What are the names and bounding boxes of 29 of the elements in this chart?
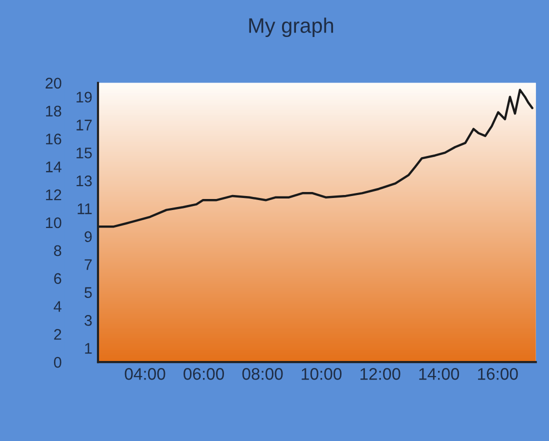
y-tick-label: 0 <box>54 356 62 368</box>
y-tick-label: 2 <box>54 329 62 340</box>
y-tick-label: 12 <box>46 189 62 200</box>
x-tick-label: 16:00 <box>478 368 518 380</box>
x-tick-label: 12:00 <box>360 368 400 380</box>
y2-tick-label: 1 <box>85 343 92 354</box>
x-tick-label: 14:00 <box>419 368 460 380</box>
y2-tick-label: 13 <box>76 175 92 186</box>
y-tick-label: 14 <box>46 162 62 172</box>
x-tick-label: 10:00 <box>302 368 342 380</box>
y-tick-label: 18 <box>46 106 62 117</box>
y2-tick-label: 9 <box>84 231 92 242</box>
x-tick-label: 06:00 <box>184 368 224 380</box>
y2-tick-label: 3 <box>84 315 92 326</box>
y2-tick-label: 5 <box>84 287 92 298</box>
y2-tick-label: 15 <box>76 148 92 158</box>
y-tick-label: 4 <box>54 301 62 312</box>
y2-tick-label: 17 <box>76 120 92 130</box>
y-tick-label: 16 <box>46 134 62 144</box>
y2-tick-label: 11 <box>78 204 92 214</box>
y2-tick-label: 7 <box>84 259 92 270</box>
x-tick-label: 08:00 <box>242 368 283 380</box>
x-tick-label: 04:00 <box>124 368 166 380</box>
y-tick-label: 6 <box>54 273 62 284</box>
y-tick-label: 20 <box>46 78 62 89</box>
chart-title: My graph <box>249 18 334 38</box>
y-tick-label: 10 <box>46 217 62 228</box>
y-tick-label: 8 <box>54 245 62 256</box>
y2-tick-label: 19 <box>76 92 92 103</box>
